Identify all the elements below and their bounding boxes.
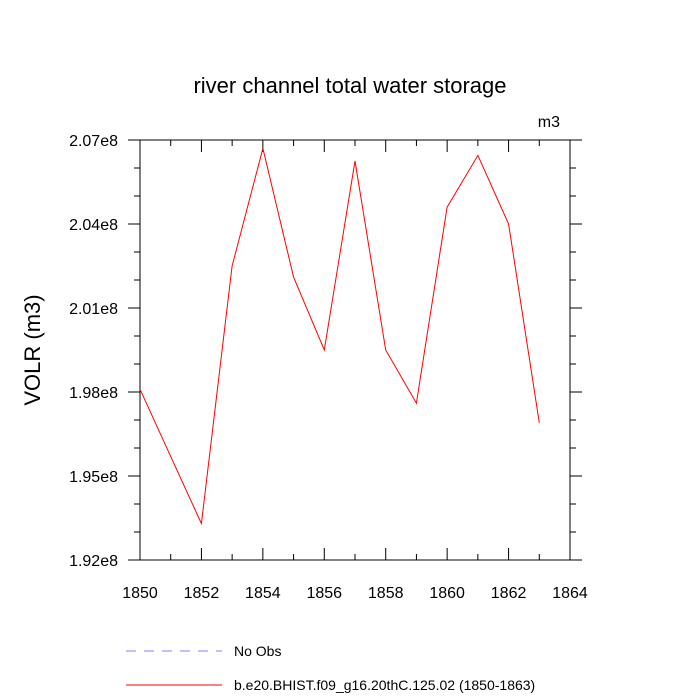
data-point <box>139 388 142 391</box>
axis-ticks: 1850 1852 1854 1856 1858 1860 1862 1864 1.92e8 1.… <box>69 133 588 602</box>
series-group <box>139 147 541 526</box>
data-point <box>261 147 264 150</box>
x-tick-label: 1850 <box>122 585 158 602</box>
y-tick-label: 2.01e8 <box>69 301 118 318</box>
x-tick-label: 1852 <box>184 585 220 602</box>
y-tick-label: 2.07e8 <box>69 133 118 150</box>
data-point <box>169 455 172 458</box>
data-point <box>476 154 479 157</box>
units-label: m3 <box>538 114 560 131</box>
y-tick-label: 1.92e8 <box>69 553 118 570</box>
data-point <box>354 160 357 163</box>
x-tick-label: 1860 <box>429 585 465 602</box>
legend-label: b.e20.BHIST.f09_g16.20thC.125.02 (1850-1… <box>234 677 535 693</box>
data-point <box>538 421 541 424</box>
legend: No Obs b.e20.BHIST.f09_g16.20thC.125.02 (… <box>126 643 535 693</box>
chart-title: river channel total water storage <box>193 73 506 98</box>
data-point <box>415 402 418 405</box>
x-tick-label: 1862 <box>491 585 527 602</box>
x-tick-label: 1856 <box>306 585 342 602</box>
data-point <box>231 265 234 268</box>
data-point <box>323 349 326 352</box>
data-point <box>292 276 295 279</box>
x-tick-label: 1854 <box>245 585 281 602</box>
y-axis-label: VOLR (m3) <box>20 294 45 405</box>
y-tick-label: 1.98e8 <box>69 385 118 402</box>
y-tick-label: 1.95e8 <box>69 469 118 486</box>
data-point <box>200 522 203 525</box>
data-point <box>446 206 449 209</box>
x-tick-label: 1858 <box>368 585 404 602</box>
data-point <box>507 223 510 226</box>
legend-label: No Obs <box>234 643 281 659</box>
x-tick-label: 1864 <box>552 585 588 602</box>
series-line <box>139 148 540 526</box>
y-tick-label: 2.04e8 <box>69 217 118 234</box>
data-point <box>384 349 387 352</box>
